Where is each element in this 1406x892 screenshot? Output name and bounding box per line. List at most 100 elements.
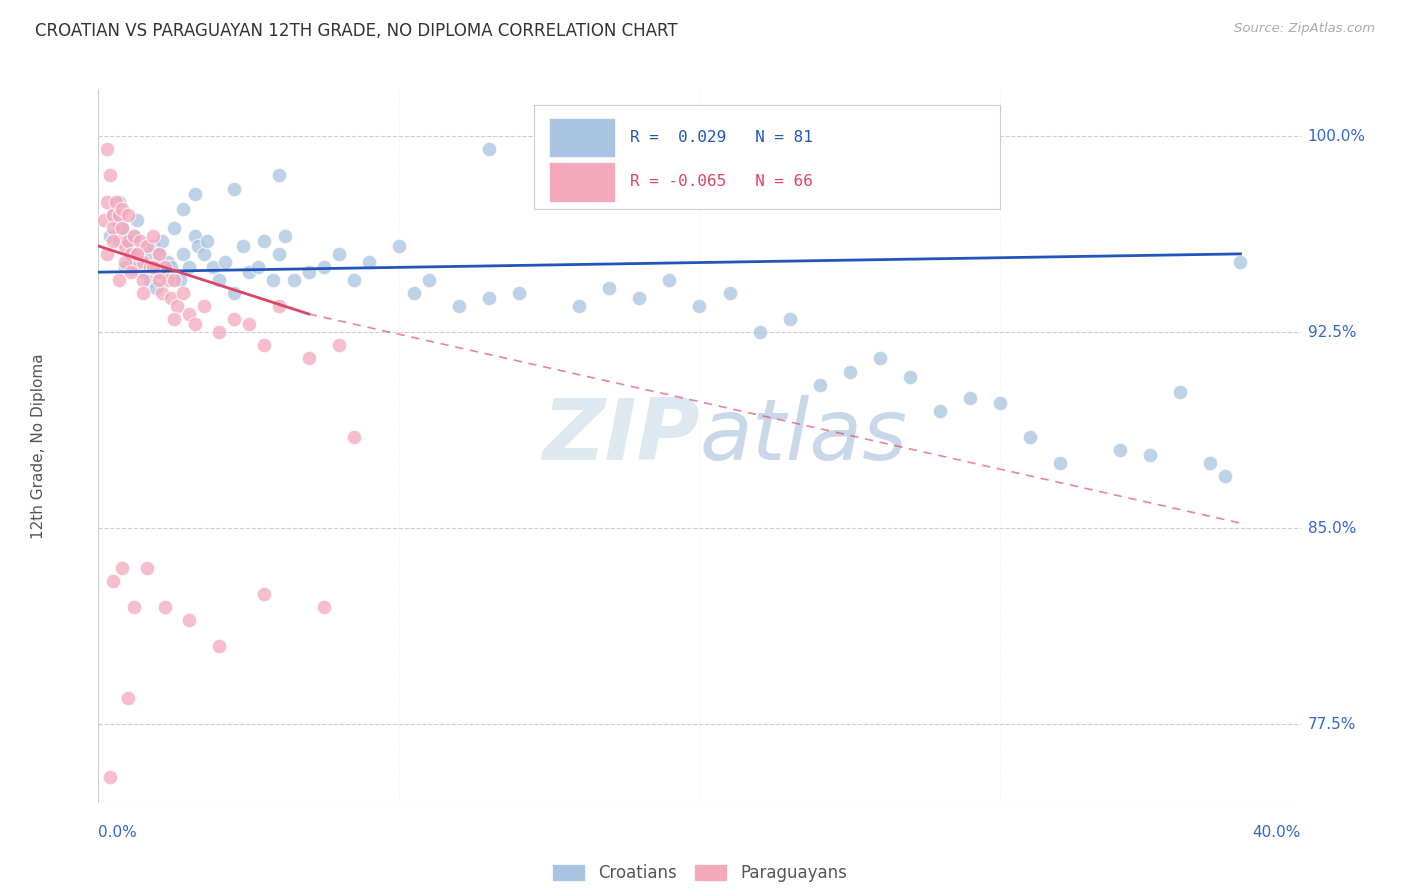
Point — [253, 234, 276, 248]
Point — [135, 560, 157, 574]
Point — [869, 351, 891, 366]
Point — [114, 239, 136, 253]
Text: 12th Grade, No Diploma: 12th Grade, No Diploma — [31, 353, 46, 539]
Point — [162, 273, 184, 287]
Point — [169, 273, 191, 287]
Point — [538, 194, 561, 209]
Text: 40.0%: 40.0% — [1253, 825, 1301, 840]
Point — [1019, 430, 1042, 444]
Bar — [534, 105, 1000, 210]
Text: ZIP: ZIP — [541, 395, 699, 478]
Point — [145, 281, 167, 295]
Point — [129, 254, 152, 268]
Point — [187, 239, 209, 253]
Point — [132, 265, 155, 279]
Point — [127, 213, 149, 227]
Point — [96, 142, 118, 156]
Point — [111, 202, 134, 217]
Point — [150, 234, 173, 248]
Point — [447, 299, 470, 313]
Point — [127, 247, 149, 261]
Text: CROATIAN VS PARAGUAYAN 12TH GRADE, NO DIPLOMA CORRELATION CHART: CROATIAN VS PARAGUAYAN 12TH GRADE, NO DI… — [35, 22, 678, 40]
Point — [195, 234, 218, 248]
Point — [312, 260, 335, 274]
Point — [153, 265, 176, 279]
Point — [208, 273, 231, 287]
Point — [478, 142, 501, 156]
Point — [127, 247, 149, 261]
Point — [135, 239, 157, 253]
Point — [100, 228, 122, 243]
Point — [148, 273, 170, 287]
Point — [388, 239, 411, 253]
Point — [121, 247, 143, 261]
Point — [568, 299, 591, 313]
Point — [148, 247, 170, 261]
Text: 85.0%: 85.0% — [1308, 521, 1355, 536]
Point — [748, 326, 770, 340]
Point — [357, 254, 380, 268]
Legend: Croatians, Paraguayans: Croatians, Paraguayans — [546, 857, 853, 888]
Point — [328, 247, 350, 261]
Point — [153, 260, 176, 274]
Point — [156, 273, 179, 287]
Point — [898, 369, 921, 384]
Point — [838, 364, 860, 378]
Text: R =  0.029   N = 81: R = 0.029 N = 81 — [630, 130, 813, 145]
Point — [267, 169, 290, 183]
Bar — [550, 118, 616, 157]
Point — [138, 273, 160, 287]
Point — [135, 247, 157, 261]
Point — [93, 213, 115, 227]
Point — [117, 234, 139, 248]
Point — [183, 186, 205, 201]
Point — [141, 260, 163, 274]
Point — [111, 220, 134, 235]
Point — [779, 312, 801, 326]
Point — [283, 273, 305, 287]
Point — [148, 265, 170, 279]
Point — [1170, 385, 1192, 400]
Point — [108, 234, 131, 248]
Point — [274, 228, 297, 243]
Point — [103, 234, 125, 248]
Point — [105, 194, 128, 209]
Point — [402, 286, 425, 301]
Point — [177, 613, 200, 627]
Point — [508, 286, 530, 301]
Point — [153, 599, 176, 614]
Point — [172, 202, 194, 217]
Point — [718, 286, 741, 301]
Point — [238, 265, 260, 279]
Point — [162, 312, 184, 326]
Point — [298, 265, 321, 279]
Point — [183, 318, 205, 332]
Point — [262, 273, 284, 287]
Point — [298, 351, 321, 366]
Point — [114, 254, 136, 268]
Point — [117, 208, 139, 222]
Point — [1215, 469, 1237, 483]
Point — [132, 273, 155, 287]
Point — [183, 228, 205, 243]
Point — [159, 260, 181, 274]
Point — [478, 291, 501, 305]
Point — [208, 326, 231, 340]
Point — [253, 587, 276, 601]
Point — [129, 234, 152, 248]
Point — [141, 228, 163, 243]
Point — [172, 247, 194, 261]
Point — [658, 273, 681, 287]
Point — [808, 377, 831, 392]
Point — [96, 194, 118, 209]
Point — [959, 391, 981, 405]
Point — [1109, 442, 1132, 457]
Point — [1199, 456, 1222, 470]
Text: 77.5%: 77.5% — [1308, 717, 1355, 731]
Point — [328, 338, 350, 352]
Point — [108, 273, 131, 287]
Point — [222, 286, 245, 301]
Point — [177, 260, 200, 274]
Point — [193, 247, 215, 261]
Point — [96, 247, 118, 261]
